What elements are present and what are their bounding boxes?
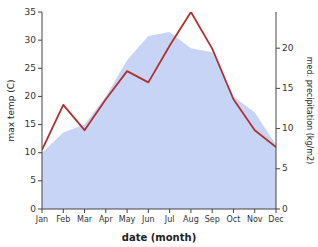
y-tick: [38, 180, 42, 181]
y-tick-label: 0: [30, 204, 36, 214]
x-tick-label: Mar: [77, 215, 93, 224]
x-tick: [63, 209, 64, 213]
y2-tick: [276, 48, 280, 49]
chart-container: 0 5 10 15 20 25 30 35 0 5 10 15 20 Jan Feb Mar Apr May Jun…: [0, 0, 318, 247]
x-tick-label: Jul: [164, 215, 175, 224]
x-tick-label: Apr: [99, 215, 114, 224]
y-tick-label: 35: [25, 7, 36, 17]
y-axis-label: max temp (C): [6, 79, 16, 141]
x-tick: [42, 209, 43, 213]
y2-tick: [276, 168, 280, 169]
y-tick-label: 20: [25, 91, 37, 101]
y-tick-label: 5: [30, 175, 36, 185]
y-tick: [38, 124, 42, 125]
y2-axis-label: med. precipitation (kg/m2): [305, 57, 314, 164]
x-tick-label: May: [119, 215, 136, 224]
axes: 0 5 10 15 20 25 30 35 0 5 10 15 20 Jan Feb Mar Apr May Jun…: [25, 7, 294, 225]
x-axis-label: date (month): [122, 232, 196, 243]
y2-tick-label: 15: [282, 83, 293, 93]
x-tick: [233, 209, 234, 213]
y2-tick: [276, 128, 280, 129]
y2-axis-line: [276, 12, 277, 209]
y-tick: [38, 96, 42, 97]
x-tick-label: Feb: [56, 215, 70, 224]
y-tick-label: 10: [25, 147, 37, 157]
y-tick: [38, 40, 42, 41]
x-tick: [254, 209, 255, 213]
y2-tick-label: 10: [282, 123, 294, 133]
x-tick-label: Jan: [35, 215, 48, 224]
y-tick: [38, 12, 42, 13]
x-tick: [212, 209, 213, 213]
x-tick-label: Nov: [247, 215, 263, 224]
x-tick-label: Jun: [141, 215, 155, 224]
x-axis-line: [42, 209, 276, 210]
y-tick: [38, 68, 42, 69]
x-tick: [190, 209, 191, 213]
temperature-line: [42, 12, 276, 150]
y-tick-label: 30: [25, 35, 37, 45]
y-tick: [38, 152, 42, 153]
y-axis-line: [42, 12, 43, 209]
x-tick: [276, 209, 277, 213]
y2-tick-label: 20: [282, 43, 294, 53]
x-tick-label: Oct: [227, 215, 241, 224]
y2-tick: [276, 209, 280, 210]
x-tick-label: Sep: [205, 215, 220, 224]
plot-area: [42, 12, 276, 209]
x-tick: [127, 209, 128, 213]
y-tick: [38, 209, 42, 210]
x-tick: [105, 209, 106, 213]
x-tick-label: Aug: [183, 215, 199, 224]
x-tick-label: Dec: [268, 215, 283, 224]
chart: 0 5 10 15 20 25 30 35 0 5 10 15 20 Jan Feb Mar Apr May Jun…: [0, 0, 318, 247]
x-tick: [148, 209, 149, 213]
y-tick-label: 25: [25, 63, 36, 73]
y-tick-label: 15: [25, 119, 36, 129]
y2-tick-label: 0: [282, 204, 288, 214]
x-tick: [169, 209, 170, 213]
y2-tick-label: 5: [282, 163, 288, 173]
y2-tick: [276, 88, 280, 89]
x-tick: [84, 209, 85, 213]
